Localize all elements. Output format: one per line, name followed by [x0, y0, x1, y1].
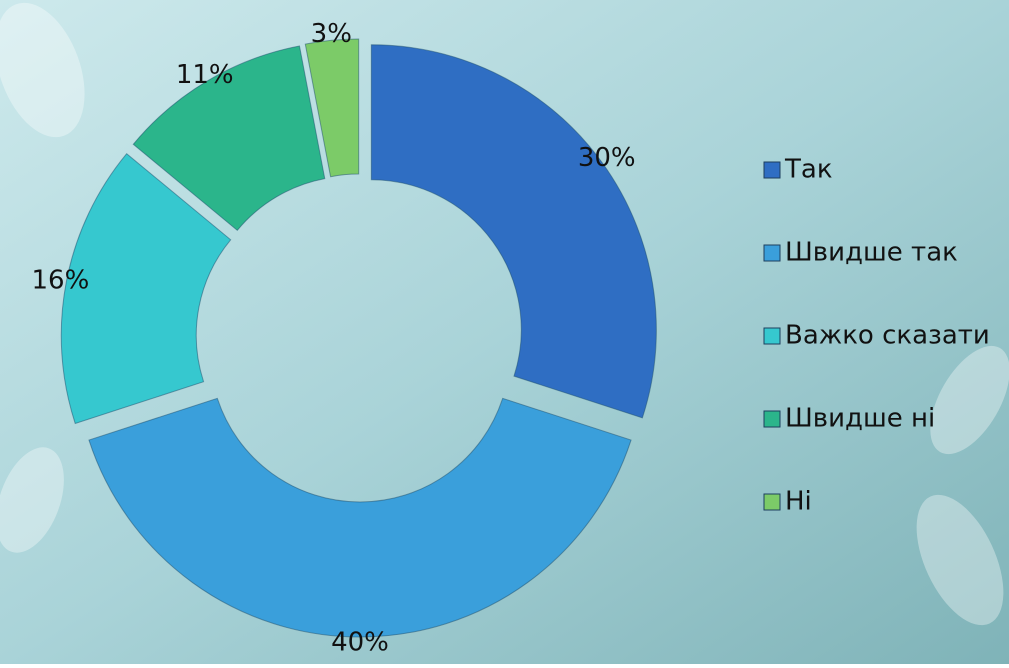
legend-label: Швидше так [785, 238, 958, 268]
legend-swatch [764, 494, 780, 510]
data-label: 16% [32, 265, 90, 295]
legend-swatch [764, 328, 780, 344]
legend-swatch [764, 411, 780, 427]
page: 30% Так 40% Швидше так 16% Важко сказати 11% Шв… [0, 0, 1009, 668]
data-label: 3% [311, 19, 352, 49]
legend-label: Ні [785, 487, 812, 517]
legend-label: Важко сказати [785, 321, 990, 351]
legend-swatch [764, 162, 780, 178]
legend-label: Швидше ні [785, 404, 935, 434]
chart: 30% Так 40% Швидше так 16% Важко сказати 11% Шв… [0, 0, 1009, 664]
data-label: 30% [578, 143, 636, 173]
legend-swatch [764, 245, 780, 261]
legend-label: Так [784, 155, 833, 185]
data-label: 11% [176, 60, 234, 90]
data-label: 40% [331, 628, 389, 658]
